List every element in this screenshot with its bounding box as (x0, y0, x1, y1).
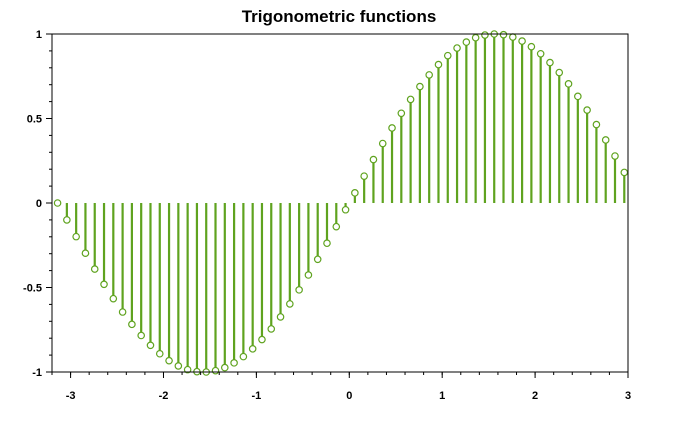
axes-group: -3 -2 -1 0 1 2 3 -1 -0.5 0 0.5 1 (23, 29, 631, 402)
stem-marker (546, 58, 554, 67)
stem-marker (230, 359, 238, 367)
stem-marker (583, 106, 591, 114)
stem-marker (128, 320, 136, 329)
stem-marker (564, 80, 573, 88)
stem-marker (574, 92, 582, 101)
stem-marker (295, 286, 303, 294)
stem-marker (508, 33, 517, 41)
stem-marker (527, 42, 536, 51)
stem-marker (332, 222, 341, 231)
stem-marker (536, 49, 545, 58)
stem-marker (518, 37, 526, 45)
stem-marker (555, 68, 564, 77)
stem-marker (258, 335, 266, 344)
stem-marker (620, 168, 629, 177)
stem-marker (165, 356, 173, 365)
stem-marker (100, 280, 108, 289)
stem-marker (267, 325, 276, 333)
x-tick-label: 2 (532, 390, 538, 402)
y-tick-label: 0 (36, 198, 42, 210)
stem-marker (434, 60, 443, 69)
x-tick-label: -2 (159, 390, 169, 402)
stem-marker (360, 172, 368, 180)
stem-marker (341, 205, 350, 214)
stem-marker (453, 44, 461, 52)
stem-marker (323, 239, 331, 248)
stems-group (65, 34, 626, 372)
stem-marker (137, 331, 145, 340)
y-tick-label: -1 (32, 367, 42, 379)
stem-marker (155, 349, 164, 358)
x-tick-label: 0 (346, 390, 352, 402)
y-tick-label: 1 (36, 29, 42, 41)
stem-marker (592, 120, 601, 129)
stem-marker (388, 124, 396, 132)
stem-marker (406, 95, 415, 104)
x-tick-label: -3 (66, 390, 76, 402)
x-tick-label: 1 (439, 390, 445, 402)
stem-marker (313, 255, 322, 264)
stem-marker (462, 38, 471, 46)
stem-marker (53, 199, 62, 207)
stem-marker (72, 232, 80, 241)
y-tick-label: -0.5 (23, 283, 42, 295)
stem-marker (601, 136, 610, 144)
stem-marker (90, 265, 99, 273)
stem-marker (499, 30, 508, 39)
y-tick-label: 0.5 (27, 114, 42, 126)
stem-marker (369, 155, 378, 164)
stem-marker (471, 33, 480, 42)
stem-marker (611, 152, 619, 160)
stem-marker (239, 352, 248, 361)
stem-marker (304, 271, 313, 279)
stem-marker (81, 249, 90, 257)
stem-marker (351, 189, 359, 197)
x-tick-label: -1 (251, 390, 261, 402)
stem-marker (416, 82, 424, 91)
stem-marker (443, 51, 452, 60)
stem-marker (109, 294, 118, 303)
stem-marker (276, 313, 285, 321)
stem-marker (183, 365, 192, 374)
stem-marker (174, 362, 183, 370)
stem-marker (248, 345, 257, 353)
markers-group (53, 30, 629, 376)
stem-marker (425, 71, 433, 79)
stem-marker (146, 341, 155, 350)
stem-marker (63, 216, 71, 224)
stem-marker (118, 308, 127, 316)
stem-marker (481, 31, 489, 39)
stem-marker (378, 139, 387, 148)
stem-marker (211, 366, 220, 375)
stem-marker (221, 363, 229, 372)
chart-title: Trigonometric functions (242, 7, 437, 26)
stem-marker (286, 300, 294, 308)
x-tick-label: 3 (625, 390, 631, 402)
stem-marker (397, 109, 406, 118)
